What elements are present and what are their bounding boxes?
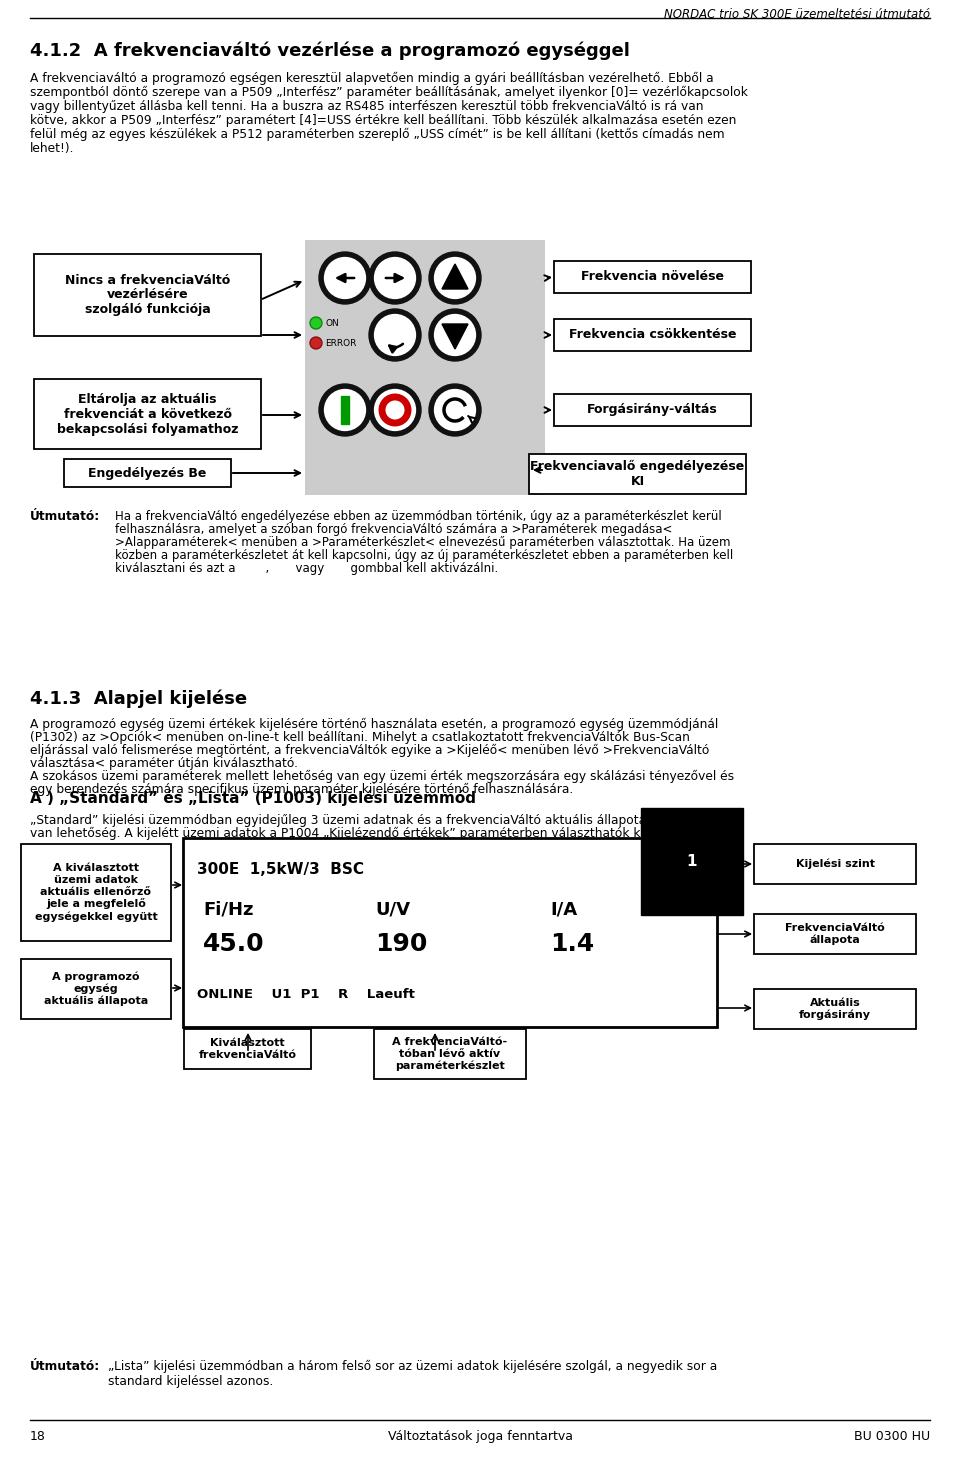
FancyBboxPatch shape xyxy=(184,1029,311,1069)
Text: I/A: I/A xyxy=(550,899,577,918)
Text: 300E  1,5kW/3  BSC: 300E 1,5kW/3 BSC xyxy=(197,861,364,877)
FancyBboxPatch shape xyxy=(529,454,746,493)
Text: kiválasztani és azt a        ,       vagy       gombbal kell aktivázálni.: kiválasztani és azt a , vagy gombbal kel… xyxy=(115,562,498,575)
Circle shape xyxy=(433,312,477,358)
Text: 1: 1 xyxy=(686,854,697,869)
Text: Engedélyezés Be: Engedélyezés Be xyxy=(88,467,206,479)
Circle shape xyxy=(319,384,371,437)
Text: felhasználásra, amelyet a szóban forgó frekvenciaVáltó számára a >Paraméterek me: felhasználásra, amelyet a szóban forgó f… xyxy=(115,523,672,536)
Circle shape xyxy=(310,337,322,349)
FancyBboxPatch shape xyxy=(554,318,751,350)
Text: „Lista” kijelési üzemmódban a három felső sor az üzemi adatok kijelésére szolgál: „Lista” kijelési üzemmódban a három fels… xyxy=(108,1361,717,1374)
Text: vagy billentyűzet állásba kell tenni. Ha a buszra az RS485 interfészen keresztül: vagy billentyűzet állásba kell tenni. Ha… xyxy=(30,99,704,112)
FancyBboxPatch shape xyxy=(34,254,261,336)
FancyBboxPatch shape xyxy=(374,1029,526,1079)
Circle shape xyxy=(433,255,477,299)
Text: standard kijeléssel azonos.: standard kijeléssel azonos. xyxy=(108,1375,274,1388)
Text: NORDAC trio SK 300E üzemeltetési útmutató: NORDAC trio SK 300E üzemeltetési útmutat… xyxy=(664,7,930,20)
Text: lehet!).: lehet!). xyxy=(30,142,75,155)
Text: szempontból döntő szerepe van a P509 „Interfész” paraméter beállításának, amelye: szempontból döntő szerepe van a P509 „In… xyxy=(30,86,748,99)
Text: van lehetőség. A kijelétt üzemi adatok a P1004 „Kijelézendő értékek” paraméterbe: van lehetőség. A kijelétt üzemi adatok a… xyxy=(30,826,648,839)
Text: kötve, akkor a P509 „Interfész” paramétert [4]=USS értékre kell beállítani. Több: kötve, akkor a P509 „Interfész” paraméte… xyxy=(30,114,736,127)
Text: A programozó
egység
aktuális állapota: A programozó egység aktuális állapota xyxy=(44,971,148,1006)
Text: ON: ON xyxy=(325,318,339,327)
Text: ERROR: ERROR xyxy=(325,339,356,347)
Circle shape xyxy=(429,310,481,361)
FancyBboxPatch shape xyxy=(305,239,545,495)
Text: A ) „Standard” és „Lista” (P1003) kijelési üzemmód: A ) „Standard” és „Lista” (P1003) kijelé… xyxy=(30,790,476,806)
FancyBboxPatch shape xyxy=(34,380,261,450)
Circle shape xyxy=(433,388,477,432)
Text: Útmutató:: Útmutató: xyxy=(30,510,100,523)
Circle shape xyxy=(429,253,481,304)
Text: Frekvenciavalő engedélyezése
KI: Frekvenciavalő engedélyezése KI xyxy=(530,460,745,488)
Text: A programozó egység üzemi értékek kijelésére történő használata esetén, a progra: A programozó egység üzemi értékek kijelé… xyxy=(30,718,718,731)
Text: Ha a frekvenciaVáltó engedélyezése ebben az üzemmódban történik, úgy az a paramé: Ha a frekvenciaVáltó engedélyezése ebben… xyxy=(115,510,722,523)
Text: felül még az egyes készülékek a P512 paraméterben szereplő „USS címét” is be kel: felül még az egyes készülékek a P512 par… xyxy=(30,128,725,142)
Text: 1.4: 1.4 xyxy=(550,931,594,956)
Text: FrekvenciaVáltó
állapota: FrekvenciaVáltó állapota xyxy=(785,923,885,945)
FancyBboxPatch shape xyxy=(21,959,171,1019)
Text: A kiválasztott
üzemi adatok
aktuális ellenőrző
jele a megfelelő
egységekkel együ: A kiválasztott üzemi adatok aktuális ell… xyxy=(35,863,157,921)
Text: 4.1.2  A frekvenciaváltó vezérlése a programozó egységgel: 4.1.2 A frekvenciaváltó vezérlése a prog… xyxy=(30,42,630,60)
Text: >Alapparaméterek< menüben a >Paraméterkészlet< elnevezésű paraméterben választot: >Alapparaméterek< menüben a >Paraméterké… xyxy=(115,536,731,549)
FancyBboxPatch shape xyxy=(554,261,751,293)
Text: 190: 190 xyxy=(375,931,427,956)
Text: 18: 18 xyxy=(30,1429,46,1442)
Text: eljárással való felismerése megtörtént, a frekvenciaVáltók egyike a >Kijeléő< me: eljárással való felismerése megtörtént, … xyxy=(30,745,709,758)
Text: „Standard” kijelési üzemmódban egyidejűleg 3 üzemi adatnak és a frekvenciaVáltó : „Standard” kijelési üzemmódban egyidejűl… xyxy=(30,815,731,826)
Text: 45.0: 45.0 xyxy=(203,931,265,956)
Text: közben a paraméterkészletet át kell kapcsolni, úgy az új paraméterkészletet ebbe: közben a paraméterkészletet át kell kapc… xyxy=(115,549,733,562)
Circle shape xyxy=(373,388,417,432)
Circle shape xyxy=(323,255,367,299)
Text: (P1302) az >Opciók< menüben on-line-t kell beállítani. Mihelyt a csatlakoztatott: (P1302) az >Opciók< menüben on-line-t ke… xyxy=(30,731,690,745)
Text: Kiválasztott
frekvenciaVáltó: Kiválasztott frekvenciaVáltó xyxy=(199,1038,297,1060)
Circle shape xyxy=(373,255,417,299)
Text: Útmutató:: Útmutató: xyxy=(30,1361,100,1372)
Circle shape xyxy=(373,312,417,358)
Text: BU 0300 HU: BU 0300 HU xyxy=(853,1429,930,1442)
Circle shape xyxy=(319,253,371,304)
Text: Kijelési szint: Kijelési szint xyxy=(796,858,875,869)
Text: A szokásos üzemi paraméterek mellett lehetőség van egy üzemi érték megszorzására: A szokásos üzemi paraméterek mellett leh… xyxy=(30,769,734,783)
Circle shape xyxy=(310,317,322,328)
FancyBboxPatch shape xyxy=(64,458,231,488)
Text: egy berendezés számára specifikus üzemi paraméter kijelésére történő felhasználá: egy berendezés számára specifikus üzemi … xyxy=(30,783,573,796)
FancyBboxPatch shape xyxy=(183,838,717,1026)
Text: választása< paraméter útján kiválasztható.: választása< paraméter útján kiválaszthat… xyxy=(30,756,298,769)
Text: Frekvencia növelése: Frekvencia növelése xyxy=(581,270,724,283)
Circle shape xyxy=(323,388,367,432)
Text: ONLINE    U1  P1    R    Laeuft: ONLINE U1 P1 R Laeuft xyxy=(197,988,415,1002)
Text: Frekvencia csökkentése: Frekvencia csökkentése xyxy=(568,328,736,342)
Text: Forgásirány-váltás: Forgásirány-váltás xyxy=(588,403,718,416)
Text: 4.1.3  Alapjel kijelése: 4.1.3 Alapjel kijelése xyxy=(30,691,247,708)
Text: A frekvenciaváltó a programozó egségen keresztül alapvetően mindig a gyári beáll: A frekvenciaváltó a programozó egségen k… xyxy=(30,72,713,85)
Polygon shape xyxy=(442,264,468,289)
FancyBboxPatch shape xyxy=(754,844,916,883)
Polygon shape xyxy=(341,396,349,423)
Text: Fi/Hz: Fi/Hz xyxy=(203,899,253,918)
Text: Eltárolja az aktuális
frekvenciát a következő
bekapcsolási folyamathoz: Eltárolja az aktuális frekvenciát a köve… xyxy=(57,393,238,435)
FancyBboxPatch shape xyxy=(21,844,171,942)
Text: Aktuális
forgásirány: Aktuális forgásirány xyxy=(799,997,871,1021)
FancyBboxPatch shape xyxy=(754,988,916,1029)
FancyBboxPatch shape xyxy=(554,394,751,426)
Circle shape xyxy=(429,384,481,437)
Circle shape xyxy=(369,384,421,437)
Text: Változtatások joga fenntartva: Változtatások joga fenntartva xyxy=(388,1429,572,1442)
FancyBboxPatch shape xyxy=(754,914,916,953)
Text: Nincs a frekvenciaVáltó
vezérlésére
szolgáló funkciója: Nincs a frekvenciaVáltó vezérlésére szol… xyxy=(65,273,230,317)
Text: U/V: U/V xyxy=(375,899,410,918)
Polygon shape xyxy=(442,324,468,349)
Text: A frekvenciaVáltó-
tóban lévő aktív
paraméterkészlet: A frekvenciaVáltó- tóban lévő aktív para… xyxy=(393,1037,508,1070)
Circle shape xyxy=(369,310,421,361)
Circle shape xyxy=(369,253,421,304)
